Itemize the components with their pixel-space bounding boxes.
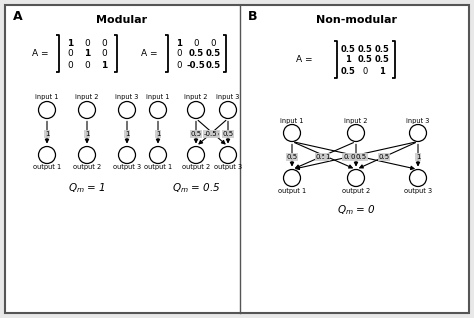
Circle shape — [149, 101, 166, 119]
Text: 1: 1 — [67, 38, 73, 47]
Text: 0.5: 0.5 — [191, 131, 201, 137]
Text: 1: 1 — [325, 154, 329, 160]
Text: input 2: input 2 — [344, 117, 368, 123]
Text: 0: 0 — [176, 50, 182, 59]
Text: 1: 1 — [85, 131, 89, 137]
Text: 0.5: 0.5 — [208, 131, 219, 137]
Text: A =: A = — [142, 50, 158, 59]
Circle shape — [79, 101, 95, 119]
Circle shape — [283, 125, 301, 142]
Circle shape — [149, 147, 166, 163]
Circle shape — [79, 147, 95, 163]
Text: 0: 0 — [193, 38, 199, 47]
Text: -0.5: -0.5 — [204, 131, 217, 137]
Text: 1: 1 — [345, 56, 351, 65]
Text: input 2: input 2 — [184, 94, 208, 100]
Text: 0: 0 — [67, 60, 73, 70]
Text: 0: 0 — [101, 50, 107, 59]
Text: 1: 1 — [156, 131, 160, 137]
Text: 0.5: 0.5 — [350, 154, 362, 160]
Text: 1: 1 — [416, 154, 420, 160]
Text: Non-modular: Non-modular — [317, 15, 398, 25]
Text: 0: 0 — [84, 38, 90, 47]
Text: input 2: input 2 — [75, 94, 99, 100]
Text: 0.5: 0.5 — [222, 131, 234, 137]
Text: input 3: input 3 — [216, 94, 240, 100]
Circle shape — [38, 147, 55, 163]
Text: output 2: output 2 — [73, 164, 101, 170]
Text: 1: 1 — [125, 131, 129, 137]
Text: -0.5: -0.5 — [187, 60, 205, 70]
Circle shape — [118, 147, 136, 163]
Text: 0: 0 — [84, 60, 90, 70]
Text: output 1: output 1 — [278, 188, 306, 193]
Text: input 3: input 3 — [406, 117, 430, 123]
Text: output 3: output 3 — [113, 164, 141, 170]
Text: 1: 1 — [45, 131, 49, 137]
Text: $Q_m$ = 0.5: $Q_m$ = 0.5 — [172, 181, 220, 195]
Text: 1: 1 — [176, 38, 182, 47]
Text: 0.5: 0.5 — [340, 66, 356, 75]
Circle shape — [219, 101, 237, 119]
Circle shape — [347, 169, 365, 186]
Text: $Q_m$ = 0: $Q_m$ = 0 — [337, 203, 375, 217]
Text: 0.5: 0.5 — [374, 45, 390, 53]
Text: 0.5: 0.5 — [286, 154, 298, 160]
Text: 0.5: 0.5 — [340, 45, 356, 53]
Circle shape — [347, 125, 365, 142]
Circle shape — [188, 101, 204, 119]
Text: input 1: input 1 — [280, 117, 304, 123]
Circle shape — [410, 125, 427, 142]
Text: 1: 1 — [379, 66, 385, 75]
Text: 1: 1 — [84, 50, 90, 59]
Text: output 2: output 2 — [182, 164, 210, 170]
Text: B: B — [248, 10, 257, 23]
Text: output 1: output 1 — [33, 164, 61, 170]
Text: 0.5: 0.5 — [205, 60, 220, 70]
Text: input 1: input 1 — [35, 94, 59, 100]
Text: output 2: output 2 — [342, 188, 370, 193]
Text: 0.5: 0.5 — [356, 154, 367, 160]
Text: $Q_m$ = 1: $Q_m$ = 1 — [68, 181, 106, 195]
Text: 0.5: 0.5 — [205, 50, 220, 59]
Text: 0: 0 — [67, 50, 73, 59]
Text: 0.5: 0.5 — [378, 154, 390, 160]
Text: 1: 1 — [101, 60, 107, 70]
FancyBboxPatch shape — [5, 5, 469, 313]
Circle shape — [38, 101, 55, 119]
Text: input 1: input 1 — [146, 94, 170, 100]
Text: A =: A = — [297, 56, 313, 65]
Text: 0.5: 0.5 — [357, 45, 373, 53]
Text: Modular: Modular — [96, 15, 147, 25]
Text: 0: 0 — [101, 38, 107, 47]
Text: output 3: output 3 — [214, 164, 242, 170]
Text: 0.5: 0.5 — [189, 50, 203, 59]
Circle shape — [410, 169, 427, 186]
Circle shape — [188, 147, 204, 163]
Text: A =: A = — [33, 50, 49, 59]
Text: 0.5: 0.5 — [343, 154, 354, 160]
Circle shape — [219, 147, 237, 163]
Text: output 3: output 3 — [404, 188, 432, 193]
Text: 0: 0 — [210, 38, 216, 47]
Text: 0: 0 — [363, 66, 368, 75]
Text: 0.5: 0.5 — [357, 56, 373, 65]
Text: A: A — [13, 10, 23, 23]
Text: 0.5: 0.5 — [315, 154, 327, 160]
Text: 0: 0 — [176, 60, 182, 70]
Text: input 3: input 3 — [115, 94, 139, 100]
Circle shape — [118, 101, 136, 119]
Text: 0.5: 0.5 — [374, 56, 390, 65]
Circle shape — [283, 169, 301, 186]
Text: output 1: output 1 — [144, 164, 172, 170]
